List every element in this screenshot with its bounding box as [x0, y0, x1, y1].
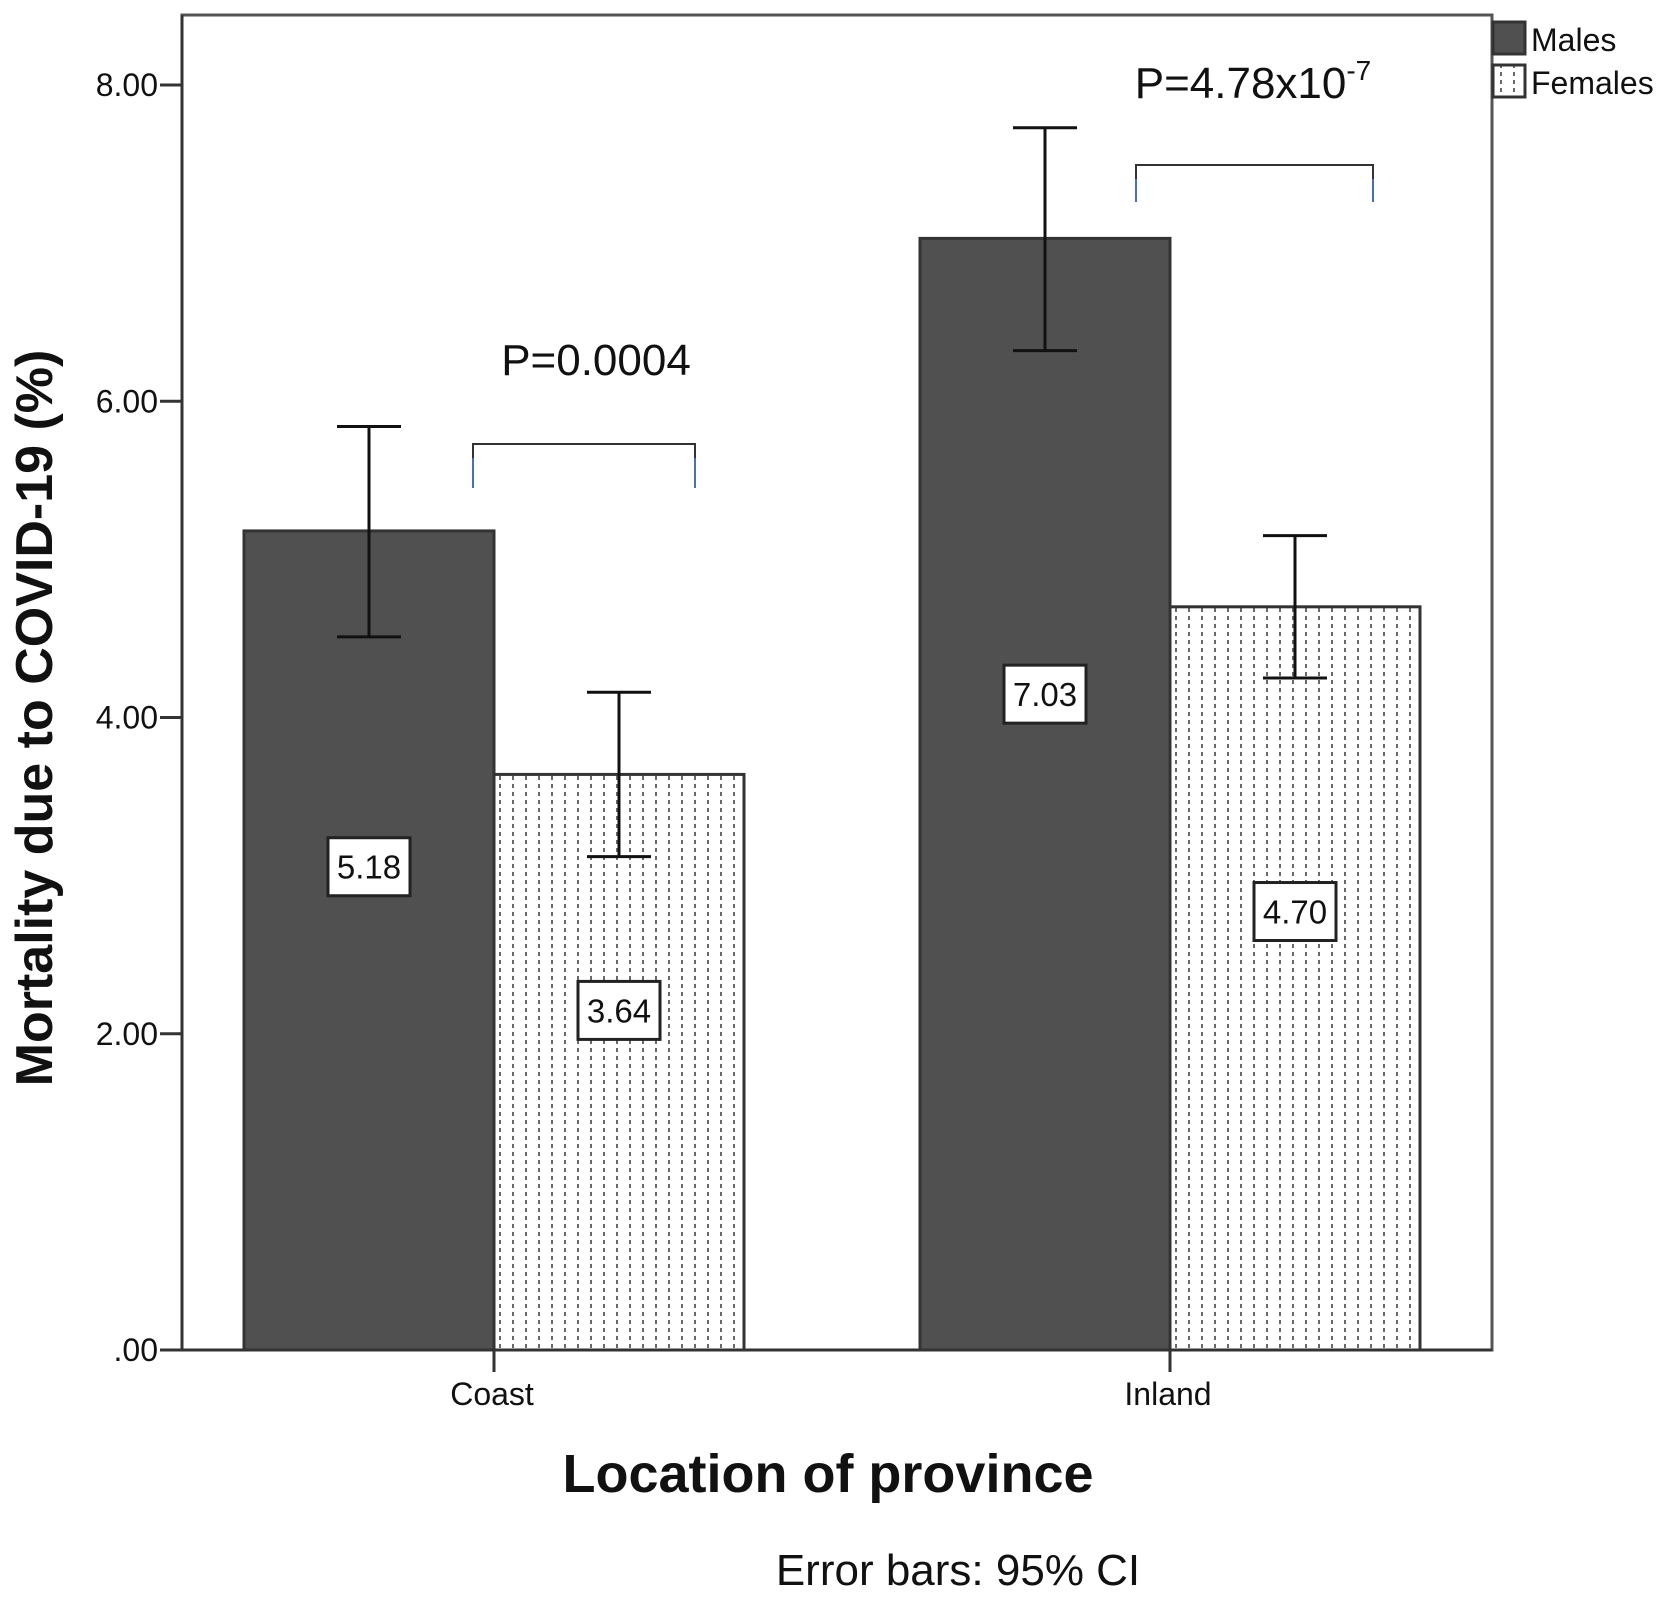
- y-tick-label: 6.00: [96, 383, 158, 419]
- value-labels-layer: 5.18 7.03 3.64 4.70: [326, 663, 1338, 1041]
- value-label-text: 4.70: [1263, 894, 1327, 931]
- value-label-box: [1002, 663, 1088, 725]
- bar-females-inland: [1168, 605, 1422, 1352]
- y-axis-title: Mortality due to COVID-19 (%): [6, 350, 64, 1087]
- value-label-females-coast: 3.64: [576, 979, 662, 1041]
- error-bar-females-coast: [587, 690, 651, 859]
- legend-item-males: Males: [1491, 20, 1616, 58]
- y-tick-label: 2.00: [96, 1016, 158, 1052]
- error-bars-note: Error bars: 95% CI: [776, 1546, 1140, 1595]
- significance-annotations: P=0.0004 P=4.78x10-7: [472, 55, 1374, 488]
- value-label-text: 3.64: [587, 992, 651, 1029]
- value-label-text: 7.03: [1013, 676, 1077, 713]
- significance-coast: P=0.0004: [472, 336, 696, 488]
- legend-label: Females: [1531, 65, 1654, 101]
- y-tick-label: .00: [114, 1332, 158, 1368]
- value-label-text: 5.18: [337, 849, 401, 886]
- value-label-males-inland: 7.03: [1002, 663, 1088, 725]
- error-bar-females-inland: [1263, 534, 1327, 680]
- value-label-females-inland: 4.70: [1252, 881, 1338, 943]
- legend-item-females: Females: [1491, 63, 1654, 101]
- p-value-text: P=4.78x10-7: [1135, 55, 1372, 108]
- p-value-base: P=4.78x10: [1135, 59, 1347, 108]
- error-bar-males-coast: [337, 425, 401, 639]
- significance-inland: P=4.78x10-7: [1135, 55, 1374, 202]
- legend-label: Males: [1531, 22, 1616, 58]
- legend-swatch: [1491, 20, 1527, 56]
- x-tick-label: Inland: [1124, 1376, 1211, 1412]
- bar-males-inland: [918, 236, 1172, 1352]
- legend-swatch: [1491, 63, 1527, 99]
- value-label-box: [326, 836, 412, 898]
- p-value-base: P=0.0004: [501, 336, 691, 385]
- y-tick-label: 4.00: [96, 700, 158, 736]
- bar-males-coast: [242, 529, 496, 1352]
- error-bars-layer: [337, 126, 1327, 859]
- p-value-exponent: -7: [1346, 55, 1371, 86]
- value-label-box: [576, 979, 662, 1041]
- x-tick-label: Coast: [450, 1376, 534, 1412]
- y-tick-label: 8.00: [96, 67, 158, 103]
- p-value-text: P=0.0004: [501, 336, 691, 385]
- axes-layer: .00 2.00 4.00 6.00 8.00 Coast Inland Location o…: [6, 15, 1492, 1595]
- error-bar-males-inland: [1013, 126, 1077, 353]
- legend: Males Females: [1491, 20, 1654, 101]
- value-label-males-coast: 5.18: [326, 836, 412, 898]
- value-label-box: [1252, 881, 1338, 943]
- bar-females-coast: [492, 772, 746, 1352]
- x-axis-title: Location of province: [562, 1444, 1093, 1504]
